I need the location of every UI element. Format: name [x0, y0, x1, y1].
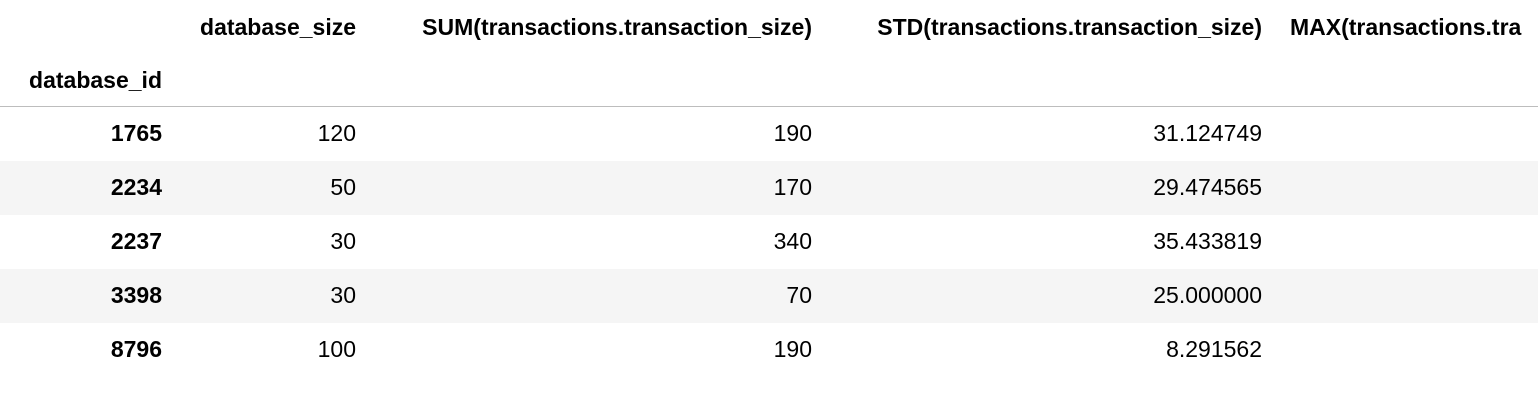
table-row: 3398 30 70 25.000000 — [0, 268, 1538, 323]
column-header-sum-transaction-size: SUM(transactions.transaction_size) — [422, 13, 812, 40]
table-row: 2234 50 170 29.474565 — [0, 160, 1538, 215]
cell-std-transaction-size: 8.291562 — [1166, 336, 1262, 362]
table-row: 1765 120 190 31.124749 — [0, 107, 1538, 161]
cell-database-size: 100 — [317, 336, 356, 362]
blank-header-cell — [180, 54, 356, 107]
cell-database-size: 120 — [317, 120, 356, 147]
cell-database-size: 50 — [330, 174, 356, 200]
cell-sum-transaction-size: 190 — [773, 336, 812, 362]
column-header-row: database_size SUM(transactions.transacti… — [0, 0, 1538, 54]
cell-database-size: 30 — [330, 228, 356, 254]
cell-max-transaction-size — [1262, 323, 1538, 377]
column-header-database-size: database_size — [200, 13, 356, 40]
row-index-cell: 3398 — [110, 282, 162, 308]
cell-std-transaction-size: 35.433819 — [1153, 228, 1262, 254]
row-index-cell: 2237 — [110, 228, 162, 254]
cell-max-transaction-size — [1262, 161, 1538, 215]
row-index-cell: 8796 — [110, 336, 162, 362]
column-header-max-transaction-size: MAX(transactions.tra — [1290, 13, 1522, 40]
cell-sum-transaction-size: 340 — [773, 228, 812, 254]
cell-std-transaction-size: 31.124749 — [1153, 120, 1262, 147]
index-header-row: database_id — [0, 54, 1538, 107]
table-row: 8796 100 190 8.291562 — [0, 323, 1538, 377]
blank-header-cell — [1262, 54, 1538, 107]
cell-std-transaction-size: 25.000000 — [1153, 282, 1262, 308]
row-index-cell: 2234 — [110, 174, 162, 200]
blank-header-cell — [356, 54, 812, 107]
dataframe-table: database_size SUM(transactions.transacti… — [0, 0, 1538, 377]
cell-sum-transaction-size: 170 — [773, 174, 812, 200]
cell-max-transaction-size — [1262, 269, 1538, 323]
cell-sum-transaction-size: 190 — [773, 120, 812, 147]
blank-corner-cell — [0, 0, 180, 54]
cell-database-size: 30 — [330, 282, 356, 308]
cell-max-transaction-size — [1262, 107, 1538, 161]
column-header-std-transaction-size: STD(transactions.transaction_size) — [877, 13, 1262, 40]
cell-sum-transaction-size: 70 — [786, 282, 812, 308]
row-index-cell: 1765 — [110, 120, 162, 147]
table-row: 2237 30 340 35.433819 — [0, 215, 1538, 269]
cell-std-transaction-size: 29.474565 — [1153, 174, 1262, 200]
blank-header-cell — [812, 54, 1262, 107]
table-body: 1765 120 190 31.124749 2234 50 170 29.47… — [0, 107, 1538, 377]
index-name-header: database_id — [29, 66, 162, 93]
cell-max-transaction-size — [1262, 215, 1538, 269]
